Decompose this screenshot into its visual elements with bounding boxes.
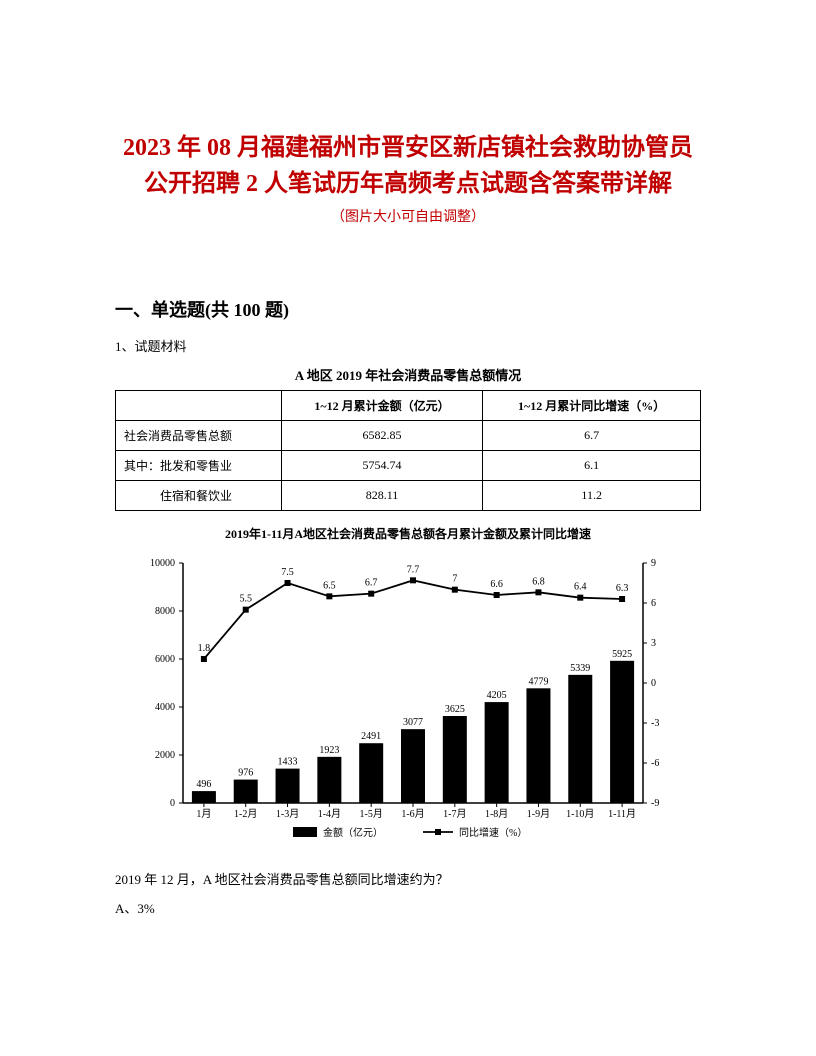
svg-text:同比增速（%）: 同比增速（%） xyxy=(459,826,527,839)
svg-text:4000: 4000 xyxy=(155,702,175,713)
svg-text:6.5: 6.5 xyxy=(323,580,336,591)
cell-value: 828.11 xyxy=(281,481,483,511)
svg-text:10000: 10000 xyxy=(150,558,175,569)
section-header: 一、单选题(共 100 题) xyxy=(115,296,701,322)
chart-container: 0 2000 4000 6000 8000 10000 -9 -6 -3 0 3 6 9 496 1月 976… xyxy=(128,548,688,853)
combo-chart: 0 2000 4000 6000 8000 10000 -9 -6 -3 0 3 6 9 496 1月 976… xyxy=(128,548,688,848)
svg-text:7: 7 xyxy=(452,574,457,585)
svg-text:8000: 8000 xyxy=(155,606,175,617)
svg-text:976: 976 xyxy=(238,768,253,779)
cell-label: 社会消费品零售总额 xyxy=(116,421,282,451)
svg-text:1-3月: 1-3月 xyxy=(276,808,299,820)
svg-text:2000: 2000 xyxy=(155,750,175,761)
svg-text:6.7: 6.7 xyxy=(365,578,378,589)
svg-text:2491: 2491 xyxy=(361,731,381,742)
svg-text:6.8: 6.8 xyxy=(532,576,545,587)
svg-text:1-7月: 1-7月 xyxy=(443,808,466,820)
svg-text:1433: 1433 xyxy=(278,757,298,768)
cell-value: 6.7 xyxy=(483,421,701,451)
svg-text:1-9月: 1-9月 xyxy=(527,808,550,820)
svg-text:1-10月: 1-10月 xyxy=(566,808,594,820)
svg-text:金额（亿元）: 金额（亿元） xyxy=(323,826,383,839)
svg-text:1-5月: 1-5月 xyxy=(360,808,383,820)
question-lead: 1、试题材料 xyxy=(115,336,701,355)
svg-text:3625: 3625 xyxy=(445,704,465,715)
cell-value: 5754.74 xyxy=(281,451,483,481)
svg-text:3077: 3077 xyxy=(403,717,423,728)
svg-text:1.8: 1.8 xyxy=(198,643,211,654)
table-row: 社会消费品零售总额 6582.85 6.7 xyxy=(116,421,701,451)
table-row: 住宿和餐饮业 828.11 11.2 xyxy=(116,481,701,511)
svg-text:4779: 4779 xyxy=(528,676,548,687)
svg-text:0: 0 xyxy=(170,798,175,809)
svg-text:7.5: 7.5 xyxy=(281,567,294,578)
table-title: A 地区 2019 年社会消费品零售总额情况 xyxy=(115,365,701,384)
svg-text:1-6月: 1-6月 xyxy=(401,808,424,820)
svg-text:4205: 4205 xyxy=(487,690,507,701)
svg-text:1月: 1月 xyxy=(196,808,211,820)
option-a: A、3% xyxy=(115,898,701,917)
svg-text:1-11月: 1-11月 xyxy=(608,808,636,820)
doc-title: 2023 年 08 月福建福州市晋安区新店镇社会救助协管员公开招聘 2 人笔试历… xyxy=(115,130,701,202)
svg-text:6.4: 6.4 xyxy=(574,582,587,593)
doc-subtitle: （图片大小可自由调整） xyxy=(115,206,701,226)
cell-value: 11.2 xyxy=(483,481,701,511)
svg-text:6: 6 xyxy=(651,598,656,609)
svg-text:1-8月: 1-8月 xyxy=(485,808,508,820)
th-col1: 1~12 月累计金额（亿元） xyxy=(281,391,483,421)
svg-text:6.6: 6.6 xyxy=(490,579,503,590)
svg-text:1-4月: 1-4月 xyxy=(318,808,341,820)
data-table: 1~12 月累计金额（亿元） 1~12 月累计同比增速（%） 社会消费品零售总额… xyxy=(115,390,701,511)
svg-text:5339: 5339 xyxy=(570,663,590,674)
table-header-row: 1~12 月累计金额（亿元） 1~12 月累计同比增速（%） xyxy=(116,391,701,421)
svg-text:0: 0 xyxy=(651,678,656,689)
svg-text:7.7: 7.7 xyxy=(407,564,420,575)
question-text: 2019 年 12 月，A 地区社会消费品零售总额同比增速约为？ xyxy=(115,869,701,888)
svg-text:1-2月: 1-2月 xyxy=(234,808,257,820)
table-row: 其中：批发和零售业 5754.74 6.1 xyxy=(116,451,701,481)
svg-text:5.5: 5.5 xyxy=(239,594,252,605)
chart-title: 2019年1-11月A地区社会消费品零售总额各月累计金额及累计同比增速 xyxy=(115,525,701,542)
th-col2: 1~12 月累计同比增速（%） xyxy=(483,391,701,421)
svg-text:-3: -3 xyxy=(651,718,659,729)
svg-text:-9: -9 xyxy=(651,798,659,809)
svg-text:496: 496 xyxy=(196,779,211,790)
cell-value: 6582.85 xyxy=(281,421,483,451)
svg-text:9: 9 xyxy=(651,558,656,569)
cell-label: 住宿和餐饮业 xyxy=(116,481,282,511)
cell-value: 6.1 xyxy=(483,451,701,481)
svg-text:3: 3 xyxy=(651,638,656,649)
svg-text:6000: 6000 xyxy=(155,654,175,665)
th-blank xyxy=(116,391,282,421)
svg-text:5925: 5925 xyxy=(612,649,632,660)
svg-text:6.3: 6.3 xyxy=(616,583,629,594)
svg-text:1923: 1923 xyxy=(319,745,339,756)
cell-label: 其中：批发和零售业 xyxy=(116,451,282,481)
svg-text:-6: -6 xyxy=(651,758,659,769)
